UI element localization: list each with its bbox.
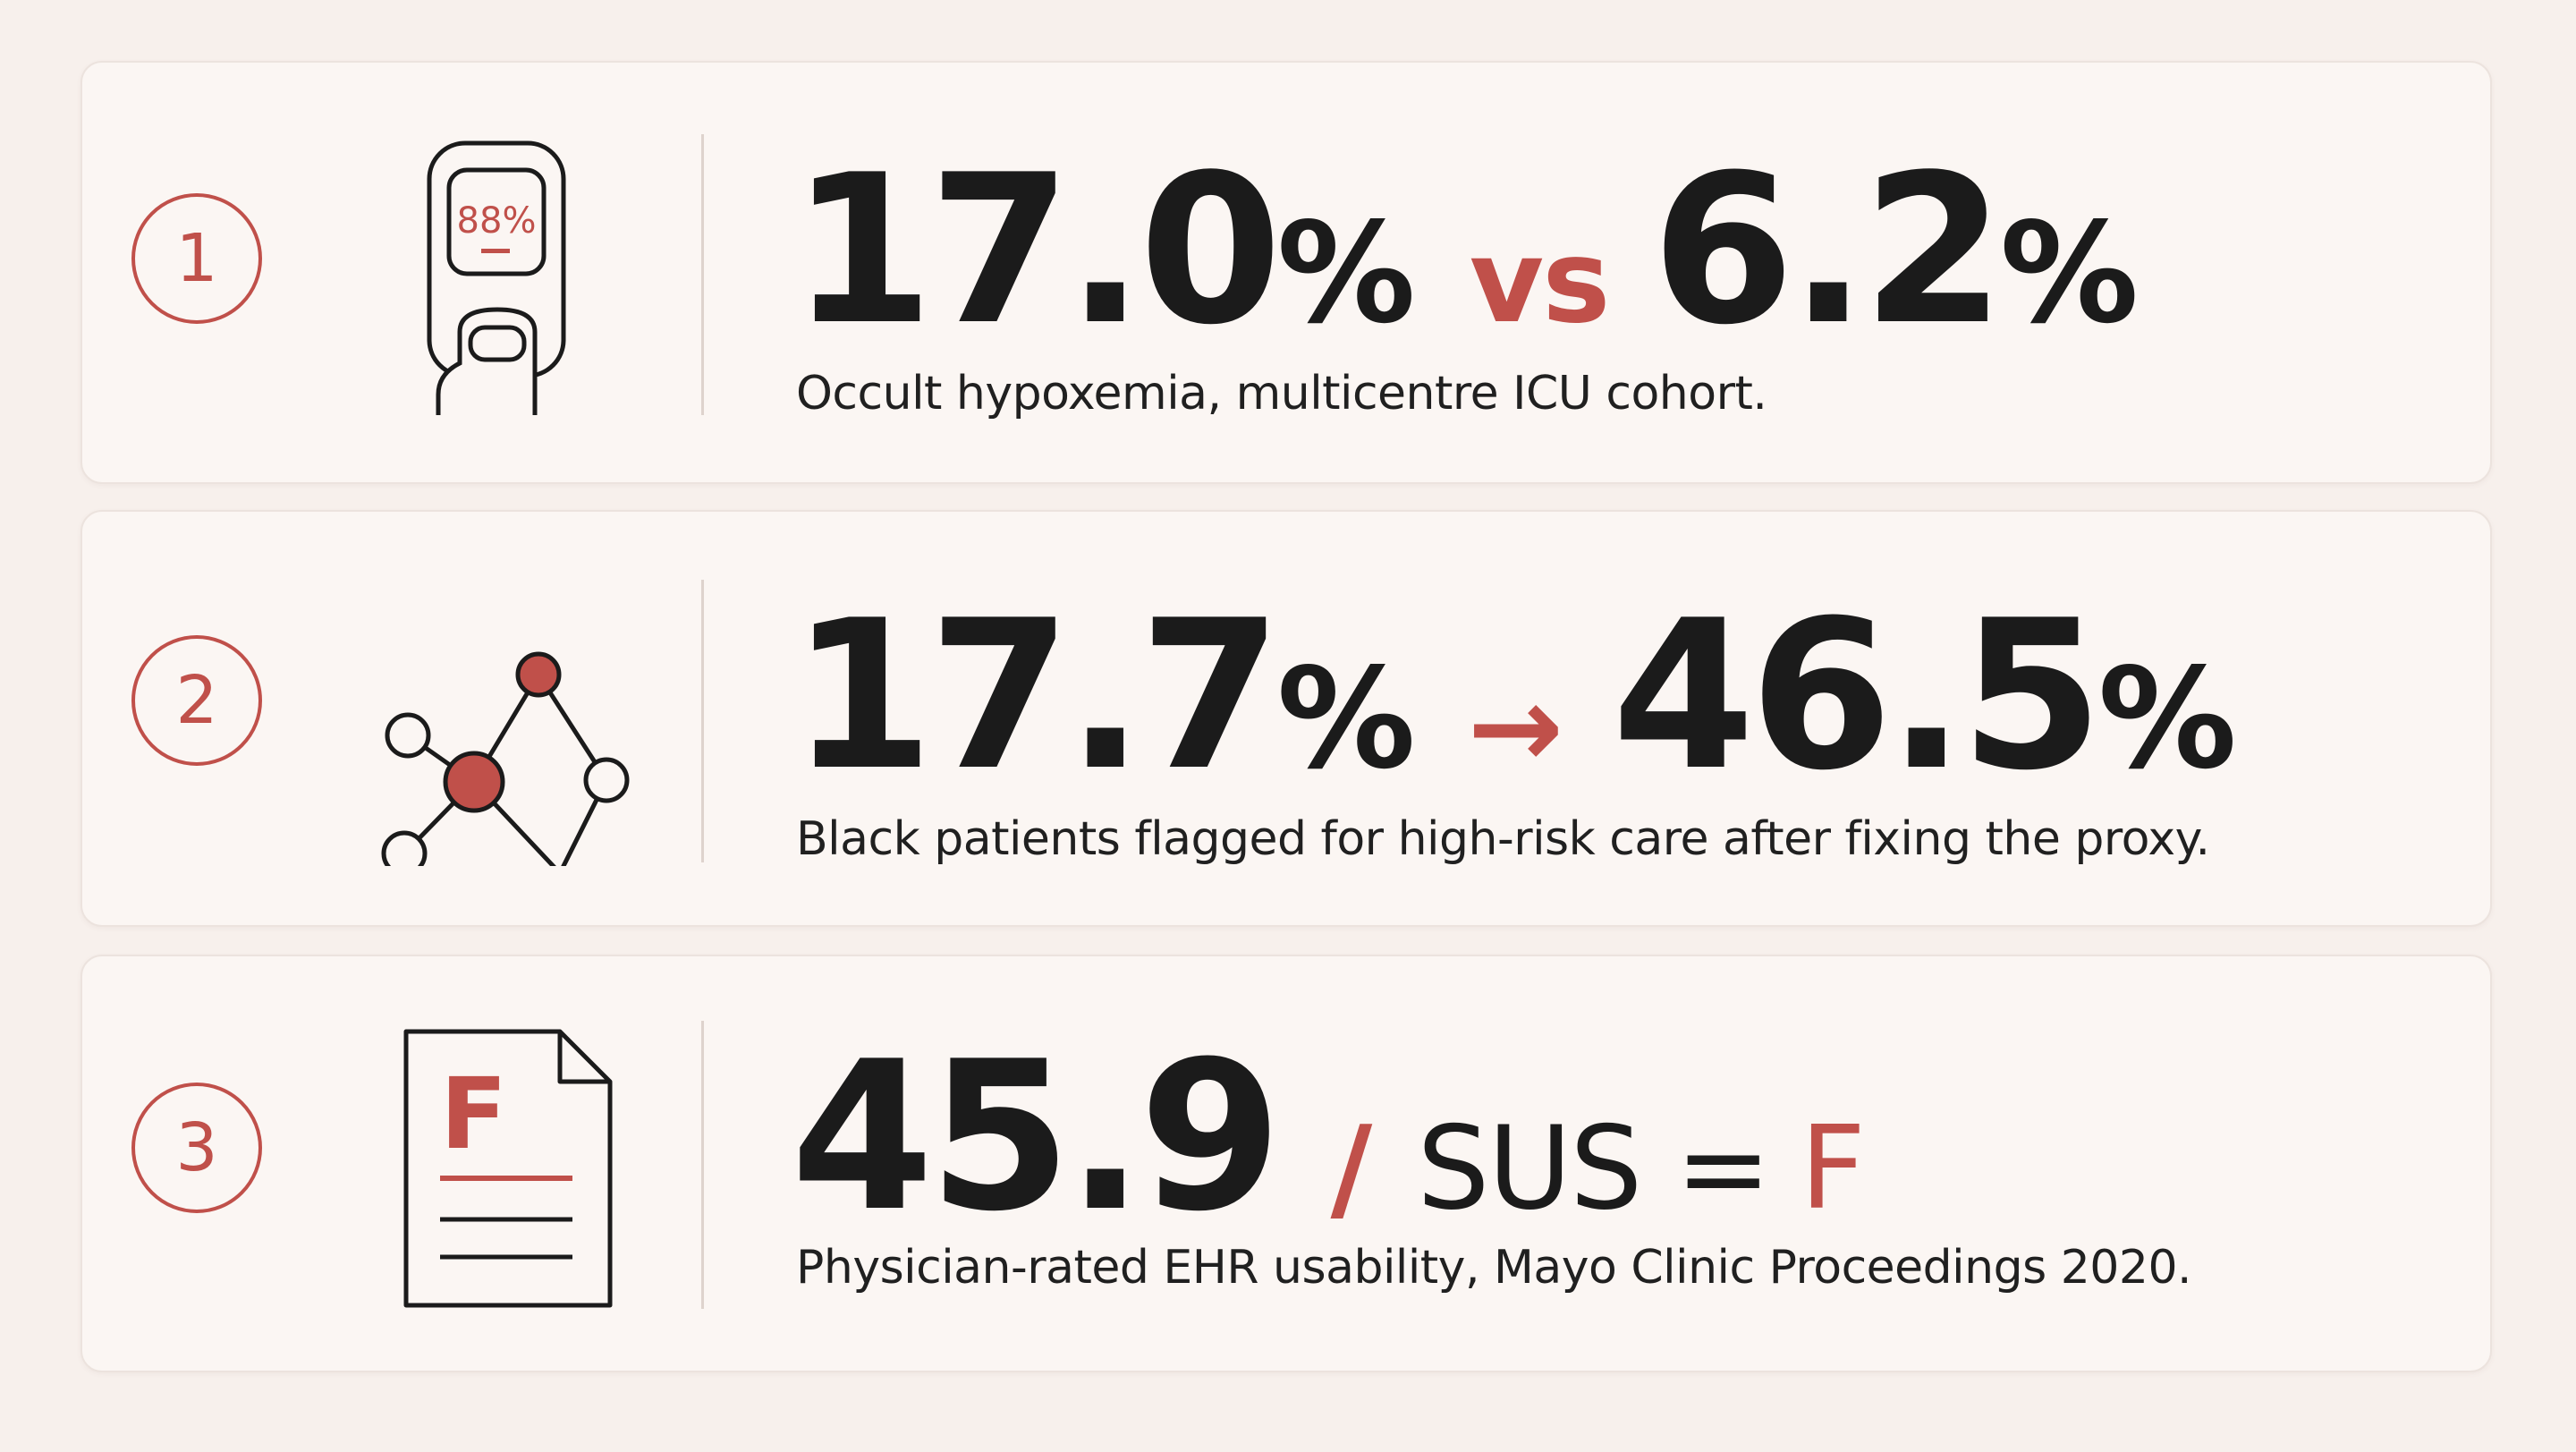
headline: 17.0% vs 6.2%: [791, 149, 2139, 354]
grade-f-document-icon: F: [402, 1026, 617, 1316]
number-badge: 3: [131, 1083, 262, 1213]
caption: Occult hypoxemia, multicentre ICU cohort…: [796, 367, 1767, 420]
sus-label: SUS =: [1417, 1102, 1771, 1235]
value-b-unit: %: [1999, 192, 2139, 354]
value-a: 17.7: [791, 577, 1282, 816]
divider: [701, 134, 704, 415]
stat-card-1: 1 88% 17.0% vs 6.2% Occult hypoxemia, mult…: [80, 61, 2492, 484]
arrow-icon: →: [1467, 661, 1563, 794]
separator: /: [1330, 1102, 1372, 1235]
value-a: 45.9: [791, 1018, 1282, 1257]
document-grade: F: [440, 1057, 507, 1171]
number-badge: 1: [131, 193, 262, 324]
divider: [701, 580, 704, 862]
stat-card-3: 3 F 45.9/SUS = F Physician-rated EHR usab…: [80, 955, 2492, 1372]
stat-card-2: 2 17.7% → 46.5% Black patients flagged for…: [80, 510, 2492, 927]
number-badge: 2: [131, 635, 262, 766]
headline: 17.7% → 46.5%: [791, 594, 2237, 800]
network-graph-icon: [369, 589, 646, 877]
divider: [701, 1021, 704, 1309]
caption: Physician-rated EHR usability, Mayo Clin…: [796, 1241, 2192, 1295]
value-b-unit: %: [2097, 638, 2237, 800]
value-a-unit: %: [1276, 192, 1415, 354]
value-a: 17.0: [791, 132, 1282, 370]
value-b: 6.2: [1651, 132, 2004, 370]
headline: 45.9/SUS = F: [791, 1035, 1866, 1241]
pulse-oximeter-icon: 88%: [426, 140, 587, 420]
caption: Black patients flagged for high-risk car…: [796, 812, 2210, 866]
value-a-unit: %: [1276, 638, 1415, 800]
grade: F: [1800, 1102, 1866, 1235]
value-b: 46.5: [1612, 577, 2103, 816]
oximeter-reading: 88%: [457, 200, 537, 242]
connector: vs: [1469, 216, 1611, 349]
